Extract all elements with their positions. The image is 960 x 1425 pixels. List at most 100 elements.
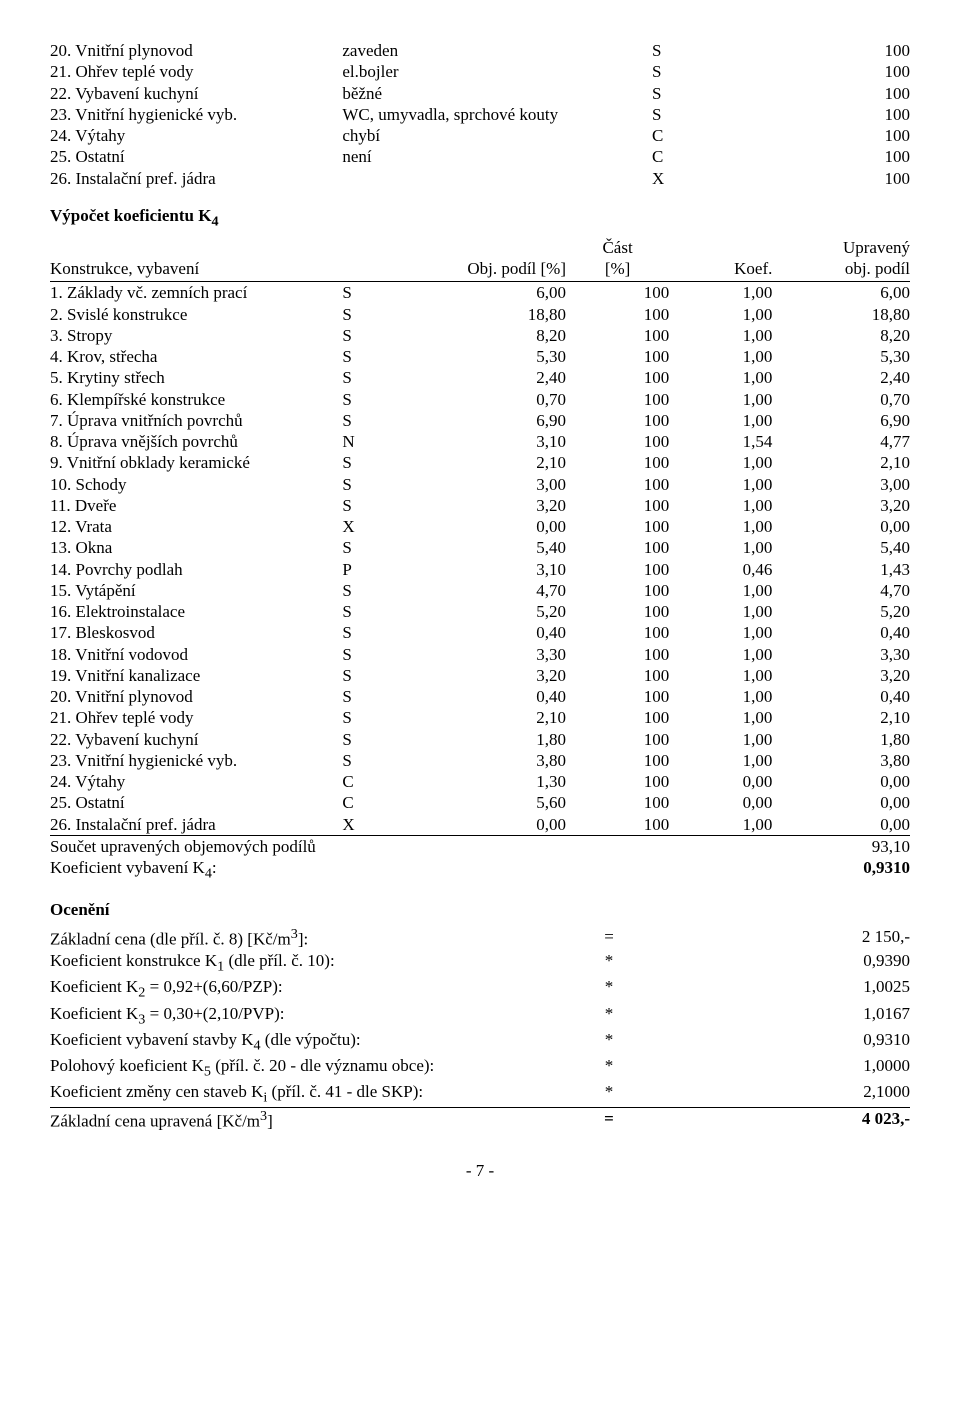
coef-podil: 2,40 bbox=[394, 367, 566, 388]
coef-table: Konstrukce, vybavení Obj. podíl [%] Část… bbox=[50, 237, 910, 836]
coef-code: S bbox=[342, 707, 394, 728]
coef-num-name: 20. Vnitřní plynovod bbox=[50, 686, 342, 707]
oc-val: 1,0000 bbox=[652, 1055, 910, 1081]
item-val: 100 bbox=[738, 40, 910, 61]
item-val: 100 bbox=[738, 146, 910, 167]
coef-num-name: 7. Úprava vnitřních povrchů bbox=[50, 410, 342, 431]
coef-upr: 3,20 bbox=[772, 665, 910, 686]
coef-podil: 3,10 bbox=[394, 431, 566, 452]
coef-upr: 4,70 bbox=[772, 580, 910, 601]
coef-code: S bbox=[342, 644, 394, 665]
coef-row: 22. Vybavení kuchyníS1,801001,001,80 bbox=[50, 729, 910, 750]
coef-podil: 5,60 bbox=[394, 792, 566, 813]
coef-cast: 100 bbox=[566, 516, 669, 537]
sum2-val: 0,9310 bbox=[652, 857, 910, 883]
item-num-name: 23. Vnitřní hygienické vyb. bbox=[50, 104, 342, 125]
coef-podil: 8,20 bbox=[394, 325, 566, 346]
coef-code: S bbox=[342, 325, 394, 346]
items-row: 20. Vnitřní plynovodzavedenS100 bbox=[50, 40, 910, 61]
coef-podil: 6,00 bbox=[394, 282, 566, 303]
coef-code: X bbox=[342, 516, 394, 537]
oc-result-val: 4 023,- bbox=[652, 1108, 910, 1132]
coef-cast: 100 bbox=[566, 495, 669, 516]
coef-num-name: 12. Vrata bbox=[50, 516, 342, 537]
coef-code: S bbox=[342, 282, 394, 303]
coef-num-name: 21. Ohřev teplé vody bbox=[50, 707, 342, 728]
oc-op: * bbox=[566, 976, 652, 1002]
coef-koef: 1,00 bbox=[669, 452, 772, 473]
coef-num-name: 25. Ostatní bbox=[50, 792, 342, 813]
item-val: 100 bbox=[738, 168, 910, 189]
coef-koef: 1,00 bbox=[669, 304, 772, 325]
coef-koef: 1,00 bbox=[669, 707, 772, 728]
coef-upr: 5,30 bbox=[772, 346, 910, 367]
coef-podil: 0,40 bbox=[394, 622, 566, 643]
item-num-name: 22. Vybavení kuchyní bbox=[50, 83, 342, 104]
coef-num-name: 10. Schody bbox=[50, 474, 342, 495]
item-code: C bbox=[652, 125, 738, 146]
coef-row: 1. Základy vč. zemních pracíS6,001001,00… bbox=[50, 282, 910, 303]
coef-code: S bbox=[342, 304, 394, 325]
oc-row: Koeficient změny cen staveb Ki (příl. č.… bbox=[50, 1081, 910, 1108]
coef-cast: 100 bbox=[566, 580, 669, 601]
coef-podil: 3,30 bbox=[394, 644, 566, 665]
oc-result-label: Základní cena upravená [Kč/m3] bbox=[50, 1108, 566, 1132]
coef-code: S bbox=[342, 452, 394, 473]
item-desc bbox=[342, 168, 652, 189]
coef-cast: 100 bbox=[566, 559, 669, 580]
coef-h-col3: Část [%] bbox=[566, 237, 669, 282]
coef-koef: 1,00 bbox=[669, 665, 772, 686]
coef-num-name: 3. Stropy bbox=[50, 325, 342, 346]
coef-upr: 5,20 bbox=[772, 601, 910, 622]
item-num-name: 26. Instalační pref. jádra bbox=[50, 168, 342, 189]
coef-code: S bbox=[342, 580, 394, 601]
oc-op: * bbox=[566, 1055, 652, 1081]
oc-label: Koeficient K3 = 0,30+(2,10/PVP): bbox=[50, 1003, 566, 1029]
coef-code: S bbox=[342, 495, 394, 516]
coef-h-col4: Koef. bbox=[669, 237, 772, 282]
oc-val: 2,1000 bbox=[652, 1081, 910, 1108]
coef-cast: 100 bbox=[566, 452, 669, 473]
coef-row: 26. Instalační pref. jádraX0,001001,000,… bbox=[50, 814, 910, 836]
oc-op: * bbox=[566, 950, 652, 976]
coef-num-name: 4. Krov, střecha bbox=[50, 346, 342, 367]
item-num-name: 25. Ostatní bbox=[50, 146, 342, 167]
coef-code: P bbox=[342, 559, 394, 580]
coef-upr: 5,40 bbox=[772, 537, 910, 558]
oc-label: Koeficient K2 = 0,92+(6,60/PZP): bbox=[50, 976, 566, 1002]
item-num-name: 20. Vnitřní plynovod bbox=[50, 40, 342, 61]
coef-upr: 6,90 bbox=[772, 410, 910, 431]
coef-upr: 0,00 bbox=[772, 771, 910, 792]
coef-upr: 1,80 bbox=[772, 729, 910, 750]
coef-row: 21. Ohřev teplé vodyS2,101001,002,10 bbox=[50, 707, 910, 728]
coef-code: S bbox=[342, 622, 394, 643]
coef-num-name: 16. Elektroinstalace bbox=[50, 601, 342, 622]
oc-op: = bbox=[566, 926, 652, 950]
oc-val: 2 150,- bbox=[652, 926, 910, 950]
coef-cast: 100 bbox=[566, 537, 669, 558]
coef-upr: 8,20 bbox=[772, 325, 910, 346]
oc-label: Koeficient vybavení stavby K4 (dle výpoč… bbox=[50, 1029, 566, 1055]
items-row: 26. Instalační pref. jádraX100 bbox=[50, 168, 910, 189]
coef-koef: 1,00 bbox=[669, 325, 772, 346]
coef-upr: 0,00 bbox=[772, 814, 910, 836]
coef-upr: 3,80 bbox=[772, 750, 910, 771]
coef-koef: 1,00 bbox=[669, 282, 772, 303]
coef-podil: 0,00 bbox=[394, 516, 566, 537]
coef-row: 11. DveřeS3,201001,003,20 bbox=[50, 495, 910, 516]
oc-row: Polohový koeficient K5 (příl. č. 20 - dl… bbox=[50, 1055, 910, 1081]
coef-num-name: 23. Vnitřní hygienické vyb. bbox=[50, 750, 342, 771]
oc-label: Koeficient konstrukce K1 (dle příl. č. 1… bbox=[50, 950, 566, 976]
coef-cast: 100 bbox=[566, 410, 669, 431]
coef-cast: 100 bbox=[566, 304, 669, 325]
coef-num-name: 15. Vytápění bbox=[50, 580, 342, 601]
coef-row: 7. Úprava vnitřních povrchůS6,901001,006… bbox=[50, 410, 910, 431]
coef-num-name: 1. Základy vč. zemních prací bbox=[50, 282, 342, 303]
coef-podil: 3,10 bbox=[394, 559, 566, 580]
coef-cast: 100 bbox=[566, 665, 669, 686]
coef-podil: 2,10 bbox=[394, 707, 566, 728]
coef-row: 9. Vnitřní obklady keramickéS2,101001,00… bbox=[50, 452, 910, 473]
coef-num-name: 14. Povrchy podlah bbox=[50, 559, 342, 580]
coef-title: Výpočet koeficientu K4 bbox=[50, 205, 910, 231]
coef-upr: 0,00 bbox=[772, 516, 910, 537]
